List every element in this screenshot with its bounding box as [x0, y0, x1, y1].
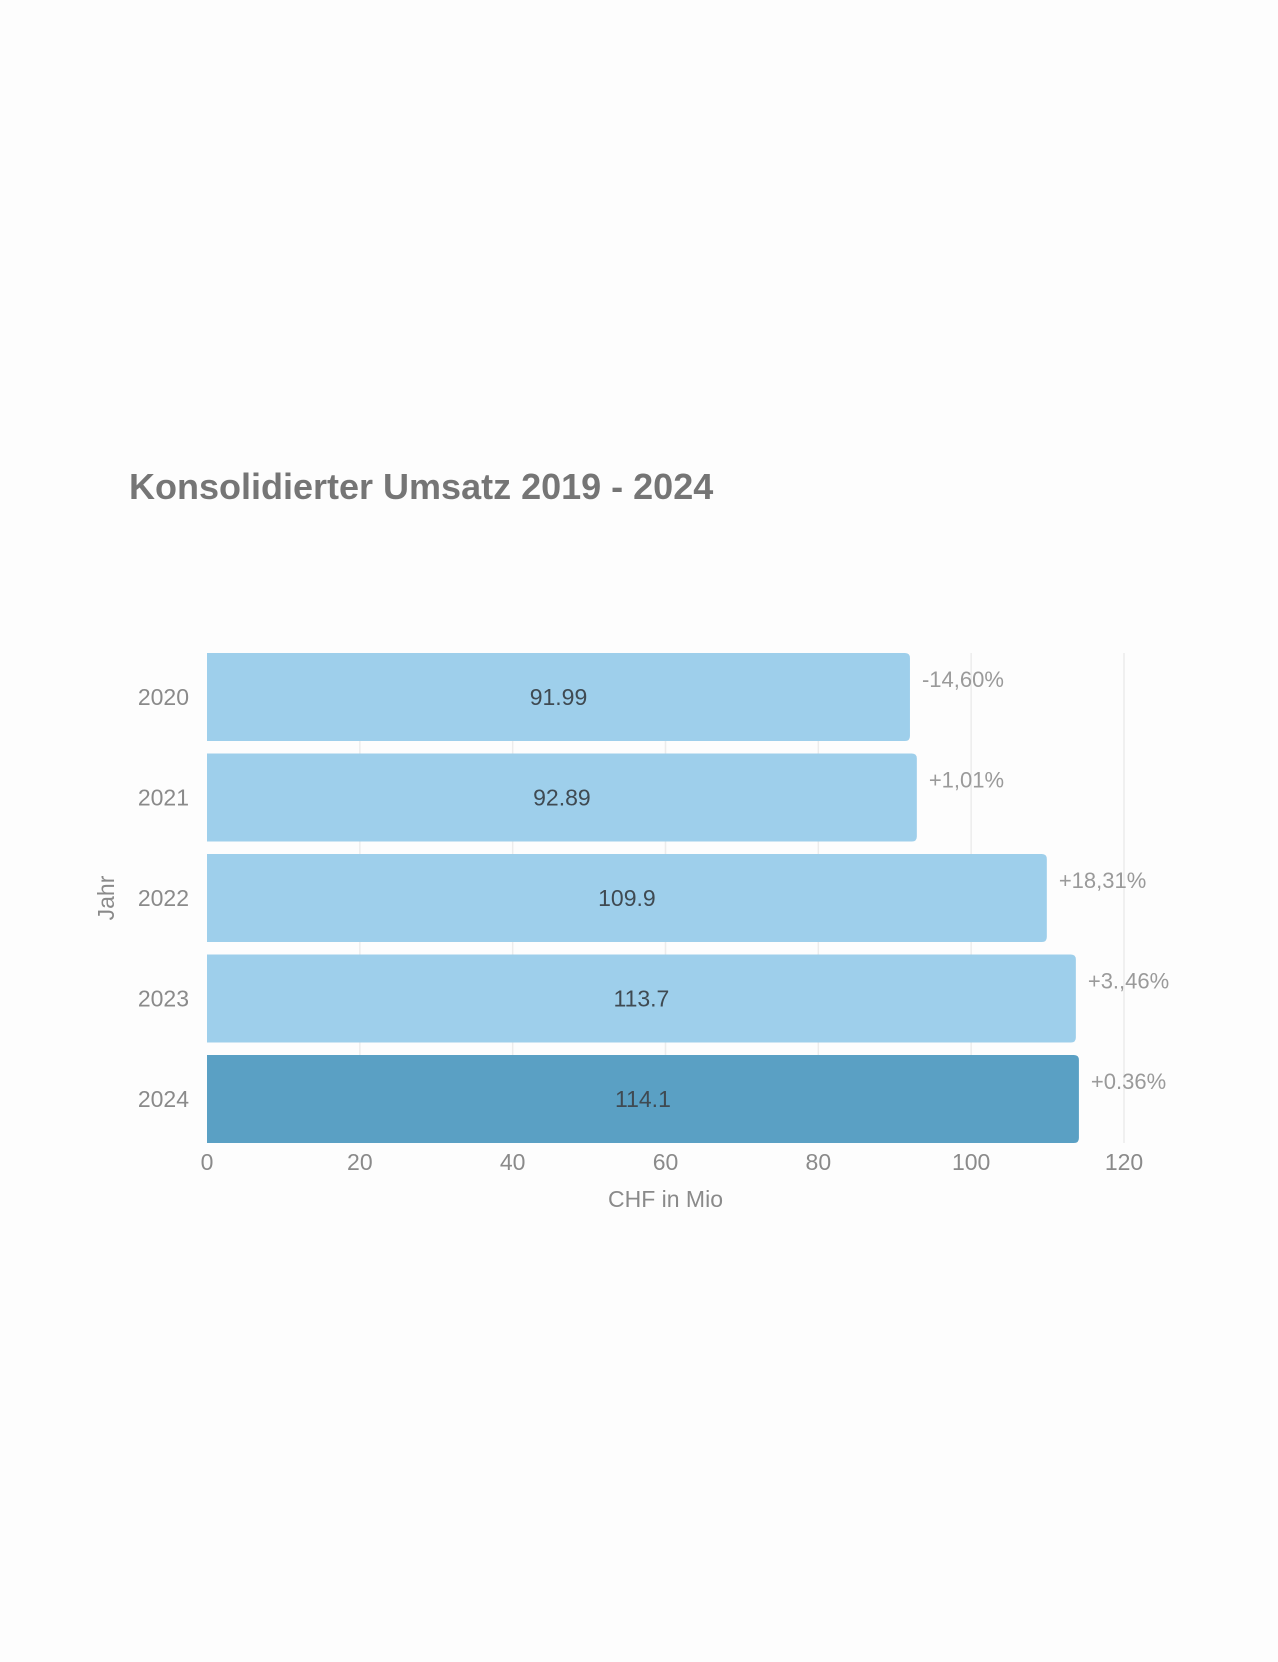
y-tick-label: 2022 [138, 885, 189, 911]
bar-value-label: 109.9 [598, 885, 656, 911]
bar-2020 [207, 653, 910, 741]
change-label: +0.36% [1091, 1069, 1166, 1094]
bar-2022 [207, 854, 1047, 942]
x-tick-label: 60 [653, 1149, 679, 1175]
change-label: +1,01% [929, 768, 1004, 793]
bar-value-label: 91.99 [530, 684, 588, 710]
x-tick-label: 0 [201, 1149, 214, 1175]
bars [207, 653, 1079, 1143]
bar-2021 [207, 753, 917, 842]
y-tick-label: 2021 [138, 785, 189, 811]
change-label: +18,31% [1059, 868, 1146, 893]
labels: 0 20 40 60 80 100 120 2020 91.99 -14,60% 2021 92.89… [138, 667, 1169, 1175]
x-tick-label: 120 [1105, 1149, 1143, 1175]
bar-value-label: 114.1 [615, 1086, 671, 1112]
y-tick-label: 2020 [138, 684, 189, 710]
bar-value-label: 113.7 [613, 986, 669, 1012]
bar-value-label: 92.89 [533, 785, 591, 811]
change-label: -14,60% [922, 667, 1004, 692]
x-tick-label: 40 [500, 1149, 526, 1175]
y-tick-label: 2023 [138, 986, 189, 1012]
y-axis-title: Jahr [93, 875, 119, 920]
chart-title: Konsolidierter Umsatz 2019 - 2024 [129, 466, 714, 507]
change-label: +3.,46% [1088, 969, 1169, 994]
x-tick-label: 100 [952, 1149, 990, 1175]
bar-2024 [207, 1055, 1079, 1143]
y-tick-label: 2024 [138, 1086, 189, 1112]
x-axis-title: CHF in Mio [608, 1186, 723, 1212]
x-tick-label: 80 [806, 1149, 832, 1175]
bar-2023 [207, 954, 1076, 1043]
x-tick-label: 20 [347, 1149, 373, 1175]
